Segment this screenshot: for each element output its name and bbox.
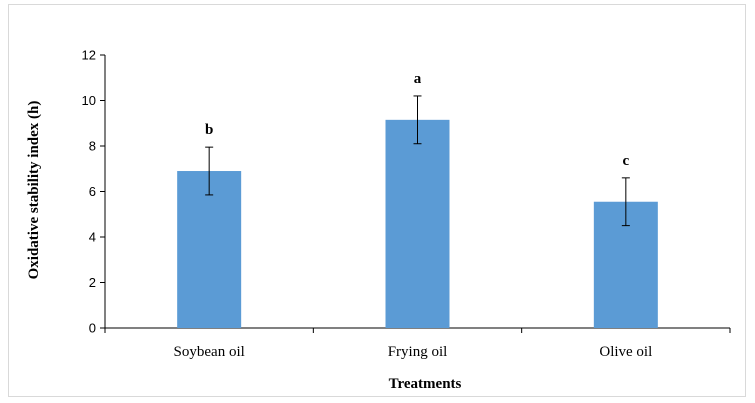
bar [177, 171, 242, 328]
x-tick-label: Olive oil [599, 344, 652, 360]
y-tick-label: 2 [89, 275, 96, 290]
chart-frame [8, 4, 746, 397]
y-axis-title: Oxidative stability index (h) [26, 101, 42, 280]
y-tick-label: 10 [82, 93, 96, 108]
x-axis-title: Treatments [389, 376, 462, 392]
significance-letter: c [622, 153, 629, 169]
significance-letter: a [414, 71, 422, 87]
bars [177, 119, 658, 329]
y-axis: 0 2 4 6 8 10 12 [82, 48, 106, 336]
error-bars [205, 95, 630, 227]
y-tick-label: 6 [89, 184, 96, 199]
y-tick-label: 4 [89, 230, 96, 245]
significance-letter: b [205, 122, 213, 138]
y-tick-label: 0 [89, 321, 96, 336]
x-axis: Soybean oil Frying oil Olive oil [104, 327, 731, 360]
y-tick-label: 8 [89, 139, 96, 154]
significance-labels: b a c [205, 71, 630, 169]
y-tick-label: 12 [82, 48, 96, 63]
x-tick-label: Soybean oil [174, 344, 245, 360]
x-tick-label: Frying oil [388, 344, 448, 360]
bar [385, 119, 450, 329]
